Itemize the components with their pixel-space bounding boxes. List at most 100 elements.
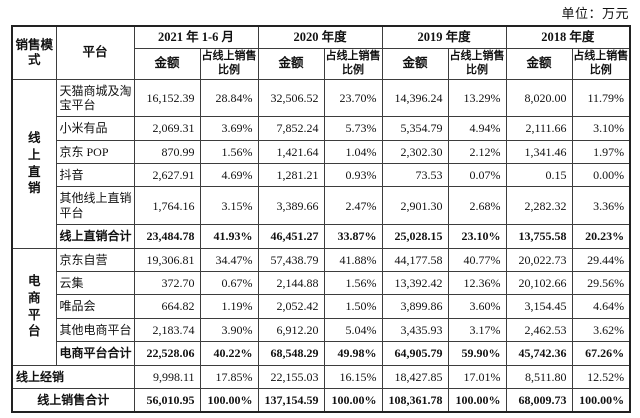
table-row-online-distribution: 线上经销 9,998.11 17.85% 22,155.03 16.15% 18…	[11, 364, 631, 389]
ratio-cell: 3.36%	[571, 186, 631, 226]
platform-cell: 其他线上直销平台	[55, 186, 135, 226]
amount-cell: 3,435.93	[381, 317, 449, 343]
table-row: 抖音 2,627.91 4.69% 1,281.21 0.93% 73.53 0…	[12, 163, 631, 188]
ratio-cell: 23.10%	[447, 224, 507, 249]
ratio-cell: 28.84%	[199, 78, 259, 118]
ratio-cell: 40.22%	[199, 341, 259, 366]
ratio-cell: 3.17%	[447, 317, 507, 343]
amount-cell: 2,462.53	[505, 317, 573, 343]
header-row-periods: 销售模式 平台 2021 年 1-6 月 2020 年度 2019 年度 201…	[11, 25, 631, 80]
header-sales-mode: 销售模式	[11, 25, 57, 80]
ratio-cell: 3.15%	[199, 186, 259, 226]
amount-cell: 3,899.86	[381, 294, 449, 319]
ratio-cell: 3.10%	[571, 116, 631, 141]
table-row-grand-total: 线上销售合计 56,010.95 100.00% 137,154.59 100.…	[11, 387, 631, 413]
amount-cell: 25,028.15	[381, 224, 449, 249]
ratio-cell: 5.04%	[323, 317, 383, 343]
amount-cell: 20,022.73	[505, 247, 573, 273]
amount-cell: 1,764.16	[133, 186, 201, 226]
ratio-cell: 59.90%	[447, 341, 507, 366]
amount-cell: 8,511.80	[505, 364, 573, 389]
amount-cell: 108,361.78	[381, 387, 449, 413]
amount-cell: 6,912.20	[257, 317, 325, 343]
ratio-cell: 1.50%	[323, 294, 383, 319]
platform-cell: 唯品会	[55, 294, 135, 319]
ratio-cell: 3.90%	[199, 317, 259, 343]
ratio-cell: 16.15%	[323, 364, 383, 389]
ratio-cell: 3.60%	[447, 294, 507, 319]
amount-cell: 664.82	[133, 294, 201, 319]
ratio-cell: 49.98%	[323, 341, 383, 366]
amount-cell: 68,009.73	[505, 387, 573, 413]
group-cell-ecommerce: 电商平台	[11, 247, 57, 366]
ratio-cell: 3.69%	[199, 116, 259, 141]
subtotal-label: 电商平台合计	[55, 341, 135, 366]
ratio-cell: 100.00%	[571, 387, 631, 413]
ratio-cell: 4.94%	[447, 116, 507, 141]
amount-cell: 870.99	[133, 139, 201, 165]
amount-cell: 2,627.91	[133, 163, 201, 188]
amount-cell: 22,528.06	[133, 341, 201, 366]
amount-cell: 1,341.46	[505, 139, 573, 165]
ratio-cell: 0.93%	[323, 163, 383, 188]
ratio-header: 占线上销售 比例	[323, 48, 383, 80]
period-header-2021: 2021 年 1-6 月	[133, 25, 259, 49]
amount-cell: 16,152.39	[133, 78, 201, 118]
ratio-cell: 0.67%	[199, 271, 259, 296]
ratio-cell: 13.29%	[447, 78, 507, 118]
amount-cell: 9,998.11	[133, 364, 201, 389]
table-row: 其他电商平台 2,183.74 3.90% 6,912.20 5.04% 3,4…	[12, 317, 631, 343]
amount-cell: 2,302.30	[381, 139, 449, 165]
platform-cell: 其他电商平台	[55, 317, 135, 343]
amount-header: 金额	[133, 48, 201, 80]
amount-cell: 2,282.32	[505, 186, 573, 226]
ratio-cell: 5.73%	[323, 116, 383, 141]
ratio-cell: 12.52%	[571, 364, 631, 389]
grand-total-label: 线上销售合计	[11, 387, 135, 413]
platform-cell: 小米有品	[55, 116, 135, 141]
amount-cell: 44,177.58	[381, 247, 449, 273]
ratio-cell: 29.44%	[571, 247, 631, 273]
amount-cell: 2,052.42	[257, 294, 325, 319]
ratio-cell: 23.70%	[323, 78, 383, 118]
ratio-cell: 1.56%	[323, 271, 383, 296]
platform-cell: 京东自营	[55, 247, 135, 273]
table-row: 小米有品 2,069.31 3.69% 7,852.24 5.73% 5,354…	[12, 116, 631, 141]
amount-cell: 18,427.85	[381, 364, 449, 389]
ratio-cell: 100.00%	[323, 387, 383, 413]
table-row: 其他线上直销平台 1,764.16 3.15% 3,389.66 2.47% 2…	[12, 186, 631, 226]
amount-cell: 57,438.79	[257, 247, 325, 273]
amount-cell: 45,742.36	[505, 341, 573, 366]
ratio-cell: 17.01%	[447, 364, 507, 389]
ratio-cell: 2.47%	[323, 186, 383, 226]
table-row: 唯品会 664.82 1.19% 2,052.42 1.50% 3,899.86…	[12, 294, 631, 319]
amount-cell: 2,111.66	[505, 116, 573, 141]
ratio-cell: 11.79%	[571, 78, 631, 118]
ratio-cell: 0.00%	[571, 163, 631, 188]
ratio-header: 占线上销售 比例	[199, 48, 259, 80]
ratio-cell: 2.12%	[447, 139, 507, 165]
ratio-cell: 0.07%	[447, 163, 507, 188]
online-sales-table: 销售模式 平台 2021 年 1-6 月 2020 年度 2019 年度 201…	[11, 25, 632, 414]
table-row: 云集 372.70 0.67% 2,144.88 1.56% 13,392.42…	[12, 271, 631, 296]
amount-cell: 68,548.29	[257, 341, 325, 366]
group-cell-direct-sales: 线上直销	[11, 78, 57, 249]
amount-cell: 137,154.59	[257, 387, 325, 413]
ratio-cell: 41.93%	[199, 224, 259, 249]
ratio-cell: 4.69%	[199, 163, 259, 188]
amount-cell: 56,010.95	[133, 387, 201, 413]
ratio-header: 占线上销售 比例	[571, 48, 631, 80]
table-row: 电商平台 京东自营 19,306.81 34.47% 57,438.79 41.…	[11, 247, 631, 366]
ratio-cell: 1.97%	[571, 139, 631, 165]
amount-cell: 19,306.81	[133, 247, 201, 273]
ratio-header: 占线上销售 比例	[447, 48, 507, 80]
period-header-2019: 2019 年度	[381, 25, 507, 49]
amount-header: 金额	[381, 48, 449, 80]
amount-cell: 8,020.00	[505, 78, 573, 118]
subtotal-label: 线上直销合计	[55, 224, 135, 249]
unit-label: 单位：万元	[561, 6, 629, 21]
amount-cell: 20,102.66	[505, 271, 573, 296]
amount-cell: 2,183.74	[133, 317, 201, 343]
amount-cell: 1,421.64	[257, 139, 325, 165]
ratio-cell: 34.47%	[199, 247, 259, 273]
